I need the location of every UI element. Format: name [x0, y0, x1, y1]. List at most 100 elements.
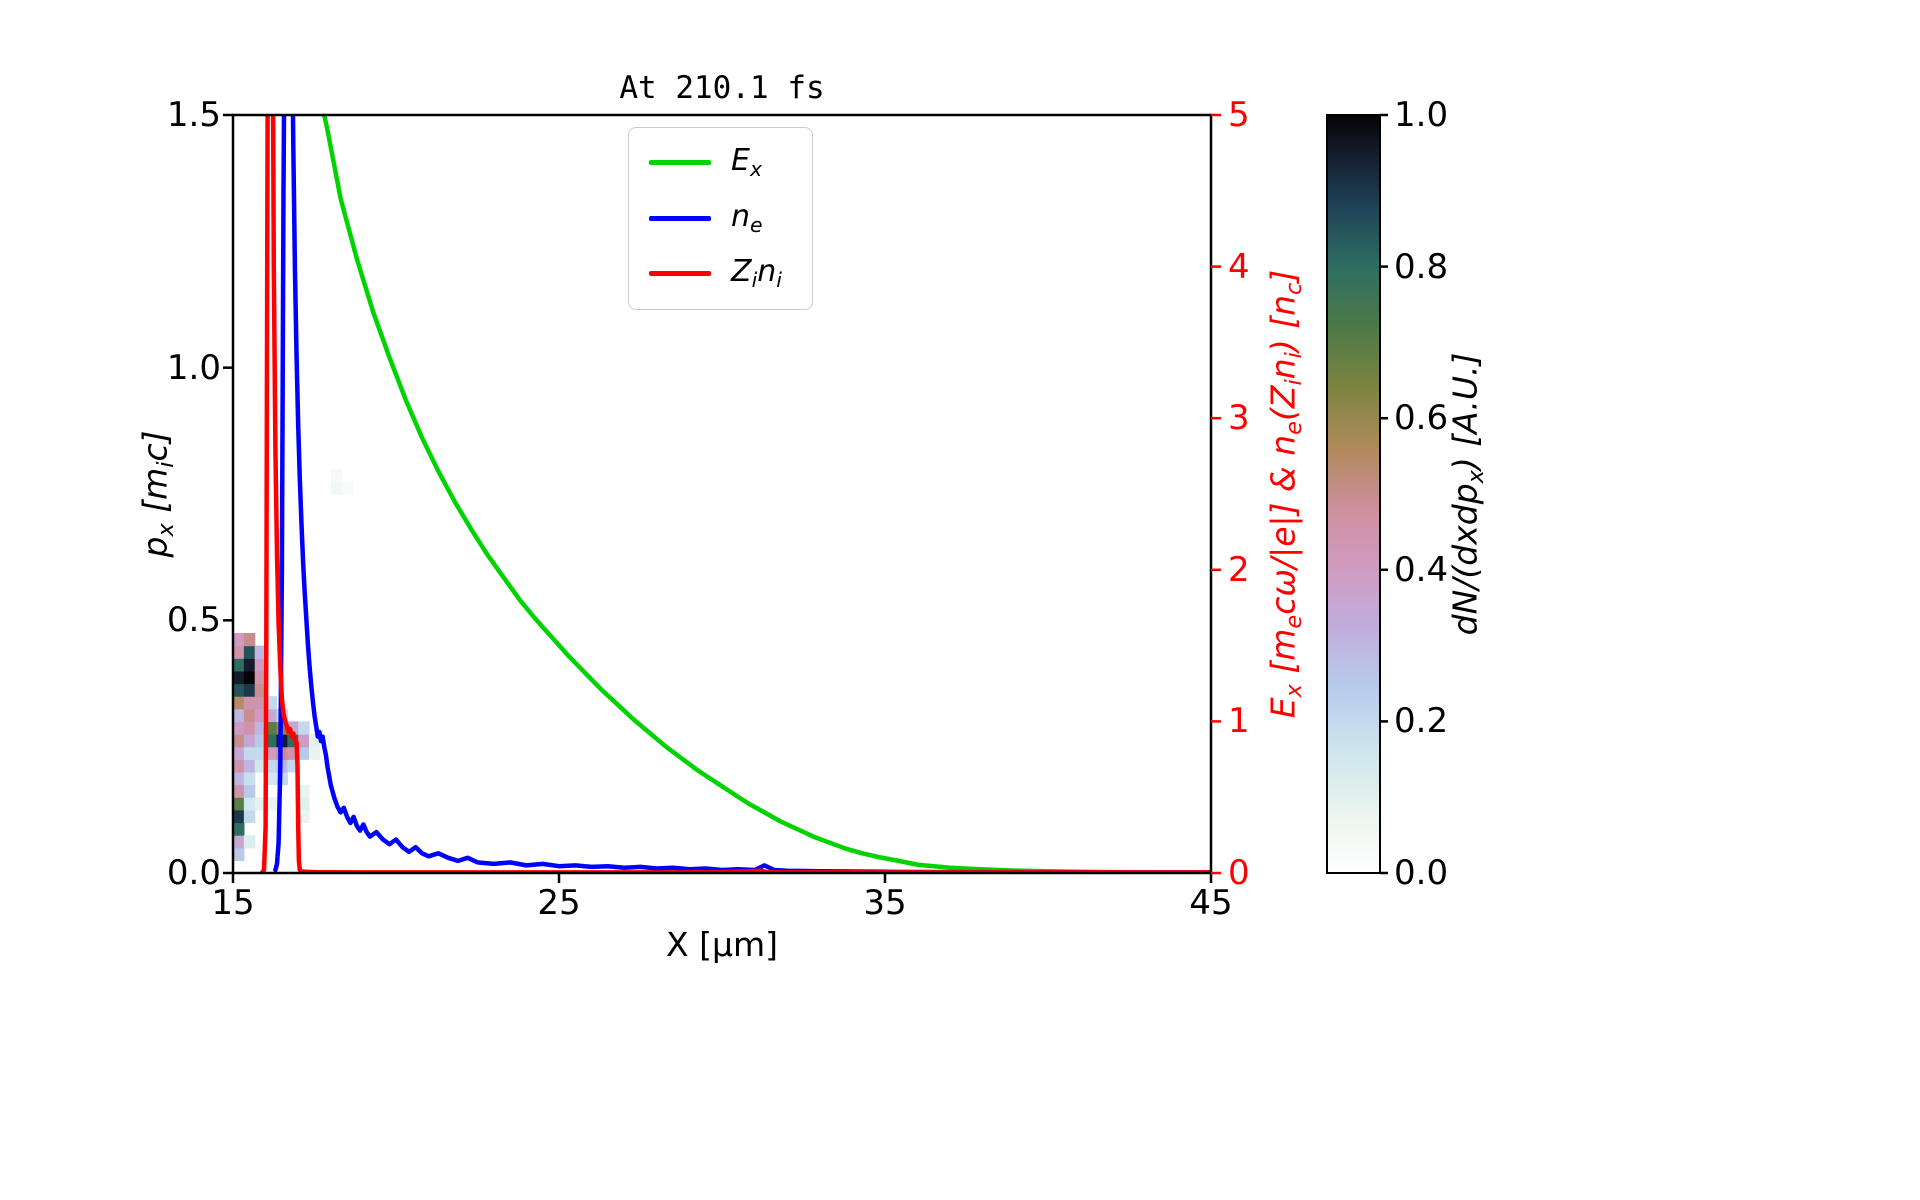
- heatmap-cell: [243, 734, 256, 748]
- heatmap-cell: [243, 797, 256, 811]
- x-axis-label: X [μm]: [666, 925, 778, 964]
- heatmap-cell: [254, 645, 267, 659]
- subscript-text: e: [1281, 421, 1308, 435]
- subscript-text: i: [153, 461, 180, 468]
- heatmap-cell: [330, 481, 343, 495]
- heatmap-cell: [233, 670, 245, 685]
- heatmap-cell: [298, 721, 310, 735]
- heatmap-cell: [265, 797, 278, 811]
- y-right-tick-label: 1: [1228, 701, 1250, 742]
- legend-label: Zini: [731, 254, 782, 293]
- heatmap-cell: [233, 632, 245, 647]
- heatmap-cell: [298, 746, 310, 760]
- heatmap-cell: [254, 670, 267, 685]
- legend-label: ne: [731, 198, 763, 237]
- heatmap-cell: [233, 835, 245, 849]
- colorbar-label: dN/(dxdpx) [A.U.]: [1445, 352, 1490, 636]
- legend-item: Zini: [649, 257, 782, 291]
- heatmap-cell: [254, 797, 267, 811]
- series-ex-line: [321, 115, 1211, 873]
- heatmap-cell: [298, 809, 310, 824]
- colorbar-tick-label: 0.6: [1394, 398, 1449, 439]
- heatmap-cell: [254, 683, 267, 697]
- heatmap-cell: [243, 670, 256, 685]
- y-left-tick-label: 0.0: [166, 853, 221, 893]
- heatmap-cell: [265, 771, 278, 786]
- y-right-tick-label: 2: [1228, 549, 1250, 590]
- heatmap-cell: [243, 645, 256, 659]
- heatmap-cell: [243, 632, 256, 647]
- heatmap-cell: [265, 759, 278, 773]
- y-right-tick-label: 4: [1228, 246, 1250, 287]
- heatmap-cell: [233, 721, 245, 735]
- heatmap-cell: [243, 784, 256, 798]
- colorbar-tick-label: 1.0: [1394, 95, 1449, 135]
- heatmap-cell: [233, 771, 245, 786]
- subscript-text: x: [1281, 684, 1308, 698]
- heatmap-cell: [254, 658, 267, 672]
- subscript-text: x: [1463, 470, 1490, 484]
- subscript-text: c: [1281, 282, 1308, 295]
- legend-label: Ex: [731, 143, 763, 182]
- heatmap-cell: [233, 809, 245, 824]
- heatmap-cell: [309, 746, 321, 760]
- heatmap-cell: [254, 696, 267, 710]
- heatmap-cell: [287, 746, 299, 760]
- legend-item: Ex: [649, 146, 782, 180]
- heatmap-cell: [243, 658, 256, 672]
- heatmap-cell: [233, 822, 245, 836]
- heatmap-cell: [233, 797, 245, 811]
- heatmap-cell: [243, 683, 256, 697]
- subscript-text: e: [1281, 614, 1308, 629]
- heatmap-cell: [298, 734, 310, 748]
- colorbar-tick-label: 0.2: [1394, 701, 1449, 742]
- y-axis-label-left: px [mic]: [135, 430, 180, 558]
- heatmap-cell: [233, 708, 245, 722]
- heatmap-layer: [233, 468, 354, 861]
- heatmap-cell: [243, 746, 256, 760]
- heatmap-cell: [233, 683, 245, 697]
- legend-line-swatch: [649, 271, 711, 277]
- legend: Ex ne Zini: [628, 127, 813, 310]
- subscript-text: i: [1281, 352, 1308, 359]
- heatmap-cell: [265, 708, 278, 722]
- chart-title: At 210.1 fs: [619, 70, 825, 106]
- heatmap-cell: [233, 759, 245, 773]
- heatmap-cell: [298, 784, 310, 798]
- heatmap-cell: [254, 721, 267, 735]
- y-axis-label-right: Ex [mecω/|e|] & ne(Zini) [nc]: [1263, 269, 1308, 719]
- heatmap-cell: [298, 797, 310, 811]
- heatmap-cell: [233, 746, 245, 760]
- series-ne-line: [273, 115, 1211, 873]
- subscript-text: i: [776, 268, 782, 293]
- y-right-tick-label: 5: [1228, 95, 1250, 135]
- y-right-tick-label: 0: [1228, 853, 1250, 893]
- plot-border: [231, 113, 1213, 875]
- heatmap-cell: [243, 835, 256, 849]
- heatmap-cell: [233, 658, 245, 672]
- heatmap-cell: [233, 784, 245, 798]
- subscript-text: e: [750, 212, 763, 237]
- heatmap-cell: [243, 759, 256, 773]
- subscript-text: x: [749, 157, 763, 182]
- heatmap-cell: [330, 468, 343, 482]
- heatmap-cell: [243, 696, 256, 710]
- colorbar-tick-label: 0.8: [1394, 246, 1449, 287]
- x-tick-label: 45: [1189, 883, 1233, 923]
- y-left-tick-label: 1.0: [166, 347, 221, 388]
- heatmap-cell: [243, 809, 256, 824]
- subscript-text: i: [751, 268, 758, 293]
- colorbar-tick-label: 0.4: [1394, 549, 1449, 590]
- heatmap-cell: [254, 734, 267, 748]
- legend-line-swatch: [649, 215, 711, 221]
- x-tick-label: 15: [211, 883, 255, 923]
- heatmap-cell: [243, 708, 256, 722]
- y-right-tick-label: 3: [1228, 398, 1250, 439]
- x-tick-label: 25: [537, 883, 581, 923]
- subscript-text: x: [153, 523, 180, 537]
- subscript-text: i: [1281, 379, 1308, 386]
- heatmap-cell: [233, 696, 245, 710]
- heatmap-cell: [265, 696, 278, 710]
